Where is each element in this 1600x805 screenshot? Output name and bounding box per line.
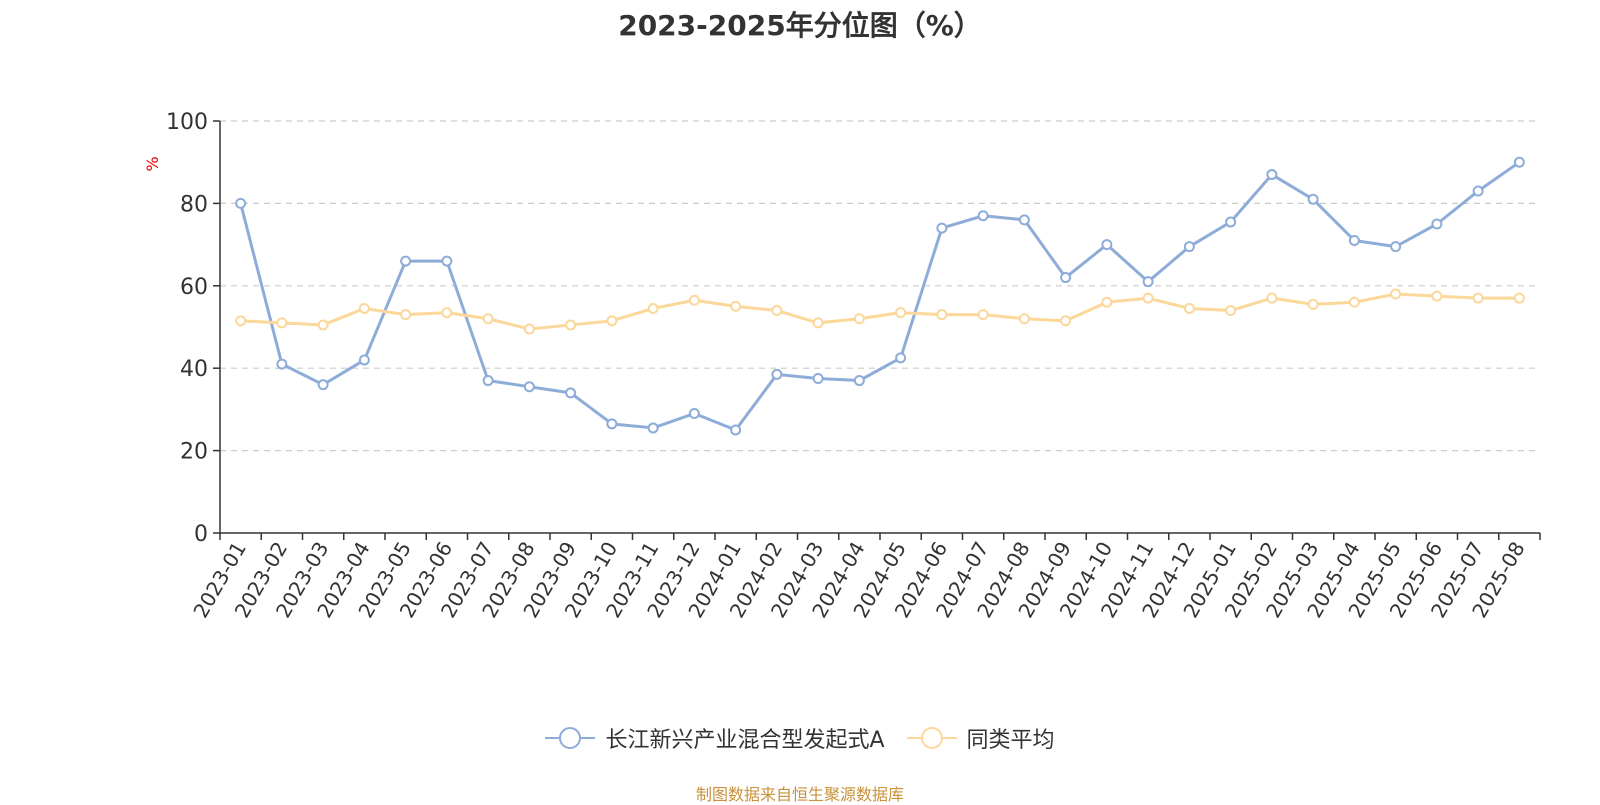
data-point-series-1[interactable] xyxy=(1513,292,1525,304)
series-line-0 xyxy=(239,160,1521,432)
data-point-series-0[interactable] xyxy=(895,352,907,364)
data-point-series-0[interactable] xyxy=(317,379,329,391)
chart-title: 2023-2025年分位图（%） xyxy=(618,9,982,42)
series-line-1 xyxy=(240,292,1520,331)
data-point-series-0[interactable] xyxy=(400,255,412,267)
y-tick-label: 20 xyxy=(180,440,208,465)
data-point-series-1[interactable] xyxy=(1018,313,1030,325)
data-point-series-0[interactable] xyxy=(1225,216,1237,228)
data-point-series-1[interactable] xyxy=(1431,290,1443,302)
data-point-series-1[interactable] xyxy=(853,313,865,325)
data-point-series-1[interactable] xyxy=(1390,288,1402,300)
data-point-series-1[interactable] xyxy=(1101,296,1113,308)
y-tick-label: 80 xyxy=(180,192,208,217)
data-point-series-0[interactable] xyxy=(1390,241,1402,253)
y-tick-label: 40 xyxy=(180,357,208,382)
data-point-series-1[interactable] xyxy=(317,319,329,331)
data-point-series-1[interactable] xyxy=(688,294,700,306)
data-point-series-0[interactable] xyxy=(565,387,577,399)
data-point-series-0[interactable] xyxy=(606,418,618,430)
data-point-series-0[interactable] xyxy=(1431,218,1443,230)
data-point-series-1[interactable] xyxy=(647,302,659,314)
y-tick-label: 100 xyxy=(166,110,208,135)
y-tick-label: 0 xyxy=(194,522,208,547)
data-point-series-0[interactable] xyxy=(1101,239,1113,251)
data-point-series-1[interactable] xyxy=(1142,292,1154,304)
data-point-series-1[interactable] xyxy=(276,317,288,329)
data-point-series-0[interactable] xyxy=(1142,276,1154,288)
data-point-series-0[interactable] xyxy=(1018,214,1030,226)
data-point-series-0[interactable] xyxy=(771,368,783,380)
data-point-series-1[interactable] xyxy=(812,317,824,329)
data-point-series-1[interactable] xyxy=(565,319,577,331)
legend-line-circle-icon xyxy=(545,727,596,749)
data-point-series-0[interactable] xyxy=(1183,241,1195,253)
data-point-series-1[interactable] xyxy=(235,315,247,327)
data-point-series-1[interactable] xyxy=(1266,292,1278,304)
data-point-series-0[interactable] xyxy=(1307,193,1319,205)
data-point-series-0[interactable] xyxy=(977,210,989,222)
data-point-series-1[interactable] xyxy=(523,323,535,335)
data-point-series-1[interactable] xyxy=(482,313,494,325)
legend-label: 同类平均 xyxy=(966,728,1055,753)
axis-layer: 0204060801002023-012023-022023-032023-04… xyxy=(166,110,1541,622)
data-point-series-0[interactable] xyxy=(235,197,247,209)
data-point-series-0[interactable] xyxy=(1348,234,1360,246)
data-point-series-0[interactable] xyxy=(441,255,453,267)
data-point-series-1[interactable] xyxy=(606,315,618,327)
data-point-series-1[interactable] xyxy=(977,309,989,321)
legend-line-circle-icon xyxy=(906,727,957,749)
data-point-series-0[interactable] xyxy=(1472,185,1484,197)
data-point-series-0[interactable] xyxy=(812,373,824,384)
data-point-series-0[interactable] xyxy=(523,381,535,393)
data-point-series-1[interactable] xyxy=(1348,296,1360,308)
legend-item-1[interactable]: 同类平均 xyxy=(906,722,1055,754)
data-point-series-0[interactable] xyxy=(730,424,742,436)
data-point-series-0[interactable] xyxy=(1060,272,1072,284)
data-point-series-0[interactable] xyxy=(936,222,948,234)
data-point-series-1[interactable] xyxy=(936,309,948,321)
data-point-series-1[interactable] xyxy=(1307,298,1319,310)
data-point-series-0[interactable] xyxy=(276,358,288,370)
data-point-series-1[interactable] xyxy=(1225,305,1237,317)
data-point-series-0[interactable] xyxy=(482,375,494,387)
data-point-series-1[interactable] xyxy=(441,307,453,319)
data-point-series-1[interactable] xyxy=(771,305,783,317)
data-point-series-0[interactable] xyxy=(1266,169,1278,181)
legend-label: 长江新兴产业混合型发起式A xyxy=(605,728,885,753)
data-point-series-0[interactable] xyxy=(358,354,370,366)
data-point-series-0[interactable] xyxy=(647,422,659,434)
data-point-series-1[interactable] xyxy=(1183,302,1195,314)
data-point-series-0[interactable] xyxy=(1513,156,1525,168)
grid-layer xyxy=(220,120,1540,452)
series-layer xyxy=(235,156,1525,436)
data-point-series-1[interactable] xyxy=(358,302,370,314)
data-point-series-0[interactable] xyxy=(688,408,700,420)
y-axis-unit-label: % xyxy=(143,156,162,171)
source-note: 制图数据来自恒生聚源数据库 xyxy=(695,785,904,804)
legend-item-0[interactable]: 长江新兴产业混合型发起式A xyxy=(545,722,885,754)
legend: 长江新兴产业混合型发起式A 同类平均 xyxy=(0,722,1600,754)
data-point-series-1[interactable] xyxy=(730,300,742,312)
data-point-series-1[interactable] xyxy=(1060,315,1072,327)
y-tick-label: 60 xyxy=(180,275,208,300)
data-point-series-1[interactable] xyxy=(895,307,907,319)
data-point-series-0[interactable] xyxy=(853,375,865,387)
data-point-series-1[interactable] xyxy=(400,309,412,321)
data-point-series-1[interactable] xyxy=(1472,292,1484,304)
